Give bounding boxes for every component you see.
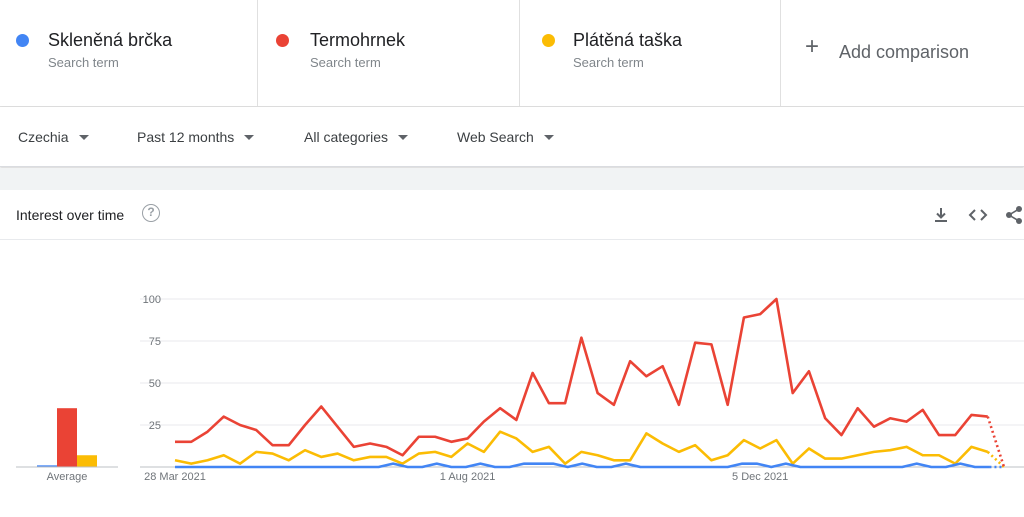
section-gap xyxy=(0,168,1024,190)
chart-gridlines: 25 50 75 100 xyxy=(140,294,1024,468)
plus-icon: + xyxy=(805,33,820,60)
category-value: All categories xyxy=(304,129,389,145)
search-term-3[interactable]: Plátěná taška Search term xyxy=(520,0,781,107)
series-line xyxy=(174,430,989,465)
period-value: Past 12 months xyxy=(137,129,235,145)
y-tick-label: 25 xyxy=(149,420,161,432)
average-bar xyxy=(37,465,57,467)
y-tick-label: 100 xyxy=(143,294,161,306)
x-axis-labels: 28 Mar 2021 1 Aug 2021 5 Dec 2021 xyxy=(144,471,788,483)
card-header: Interest over time ? xyxy=(0,190,1024,240)
y-tick-label: 50 xyxy=(149,378,161,390)
average-bar xyxy=(77,455,97,467)
share-icon[interactable] xyxy=(1004,205,1024,225)
x-tick-label: 28 Mar 2021 xyxy=(144,471,206,483)
term-subtitle: Search term xyxy=(48,55,119,70)
caret-down-icon xyxy=(398,135,409,140)
region-dropdown[interactable]: Czechia xyxy=(18,129,89,145)
series-line-partial xyxy=(986,450,1005,468)
add-comparison-label: Add comparison xyxy=(839,42,970,62)
category-dropdown[interactable]: All categories xyxy=(304,129,409,145)
x-tick-label: 5 Dec 2021 xyxy=(732,471,788,483)
average-bar xyxy=(57,408,77,467)
add-comparison-button[interactable]: + Add comparison xyxy=(781,0,1024,107)
term-name[interactable]: Termohrnek xyxy=(310,30,406,50)
search-term-2[interactable]: Termohrnek Search term xyxy=(258,0,520,107)
term-color-dot xyxy=(542,34,555,47)
region-value: Czechia xyxy=(18,129,69,145)
filter-bar: Czechia Past 12 months All categories We… xyxy=(0,107,1024,167)
average-label: Average xyxy=(47,471,88,483)
embed-code-icon[interactable] xyxy=(968,205,988,225)
search-type-value: Web Search xyxy=(457,129,534,145)
term-subtitle: Search term xyxy=(310,55,381,70)
term-color-dot xyxy=(276,34,289,47)
x-tick-label: 1 Aug 2021 xyxy=(440,471,496,483)
series-line xyxy=(175,462,990,469)
chart-series xyxy=(174,297,1006,469)
series-line-partial xyxy=(986,416,1006,468)
card-title: Interest over time xyxy=(16,207,125,223)
caret-down-icon xyxy=(543,135,554,140)
download-icon[interactable] xyxy=(931,205,951,225)
search-type-dropdown[interactable]: Web Search xyxy=(457,129,554,145)
caret-down-icon xyxy=(244,135,255,140)
term-color-dot xyxy=(16,34,29,47)
help-icon[interactable]: ? xyxy=(142,204,160,222)
interest-over-time-card: Interest over time ? xyxy=(0,190,1024,517)
search-terms-bar: Skleněná brčka Search term Termohrnek Se… xyxy=(0,0,1024,107)
series-line xyxy=(175,297,988,457)
search-term-1[interactable]: Skleněná brčka Search term xyxy=(0,0,258,107)
interest-chart[interactable]: Average 25 50 75 100 28 Mar 2021 1 Aug 2021 5… xyxy=(0,240,1024,517)
average-bars: Average xyxy=(16,408,118,483)
term-subtitle: Search term xyxy=(573,55,644,70)
y-tick-label: 75 xyxy=(149,336,161,348)
caret-down-icon xyxy=(78,135,89,140)
term-name[interactable]: Skleněná brčka xyxy=(48,30,173,50)
period-dropdown[interactable]: Past 12 months xyxy=(137,129,255,145)
term-name[interactable]: Plátěná taška xyxy=(573,30,683,50)
